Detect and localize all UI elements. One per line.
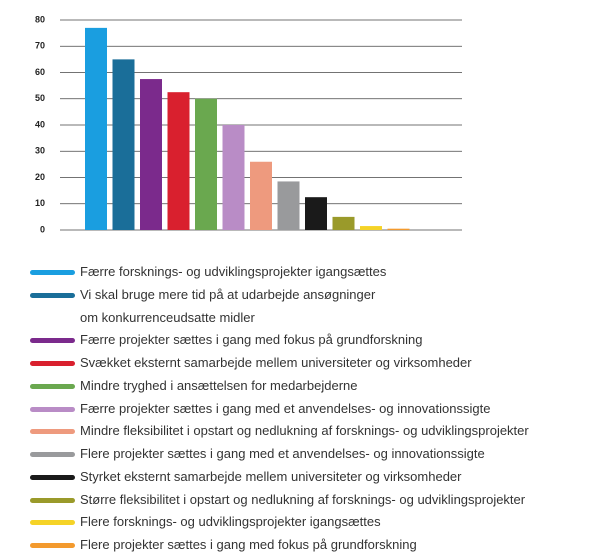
legend-swatch [30,270,75,275]
legend-swatch [30,406,75,412]
legend-swatch [30,497,75,503]
y-tick-label: 60 [35,67,45,77]
legend-label: Flere projekter sættes i gang med et anv… [80,446,485,461]
legend-label: Færre forsknings- og udviklingsprojekter… [80,264,387,279]
legend-swatch [30,361,75,366]
bar [167,92,190,230]
legend-label: Mindre fleksibilitet i opstart og nedluk… [80,423,529,439]
y-tick-label: 50 [35,93,45,103]
legend-swatch [30,338,75,344]
legend-swatch [30,292,75,298]
legend-swatch [30,520,75,526]
legend-label: Svækket eksternt samarbejde mellem unive… [80,355,472,370]
legend-swatch [30,383,75,389]
bar [277,181,300,230]
bar [332,216,355,230]
bar [222,125,245,230]
y-tick-label: 30 [35,146,45,156]
legend-swatch [30,474,75,480]
legend-label: Vi skal bruge mere tid på at udarbejde a… [80,286,376,325]
legend-label: Færre projekter sættes i gang med et anv… [80,400,491,416]
bar [112,59,135,230]
bar [195,98,217,230]
bar [250,161,272,230]
bar [387,228,410,230]
legend-label: Flere projekter sættes i gang med fokus … [80,537,417,552]
legend-swatch [30,429,75,435]
bar [360,226,382,230]
y-tick-label: 0 [40,224,45,234]
legend-label: Færre projekter sættes i gang med fokus … [80,332,423,348]
y-tick-label: 20 [35,172,45,182]
bar [305,197,327,230]
y-tick-label: 40 [35,119,45,129]
y-tick-label: 70 [35,41,45,51]
legend-label: Flere forsknings- og udviklingsprojekter… [80,514,381,530]
y-tick-label: 10 [35,198,45,208]
legend-label: Større fleksibilitet i opstart og nedluk… [80,491,526,507]
legend-label: Styrket eksternt samarbejde mellem unive… [80,468,462,484]
bar [140,79,162,230]
legend-label: Mindre tryghed i ansættelsen for medarbe… [80,377,358,393]
y-tick-label: 80 [35,14,45,24]
legend-swatch [30,452,75,457]
bar [85,27,107,230]
legend-swatch [30,543,75,548]
